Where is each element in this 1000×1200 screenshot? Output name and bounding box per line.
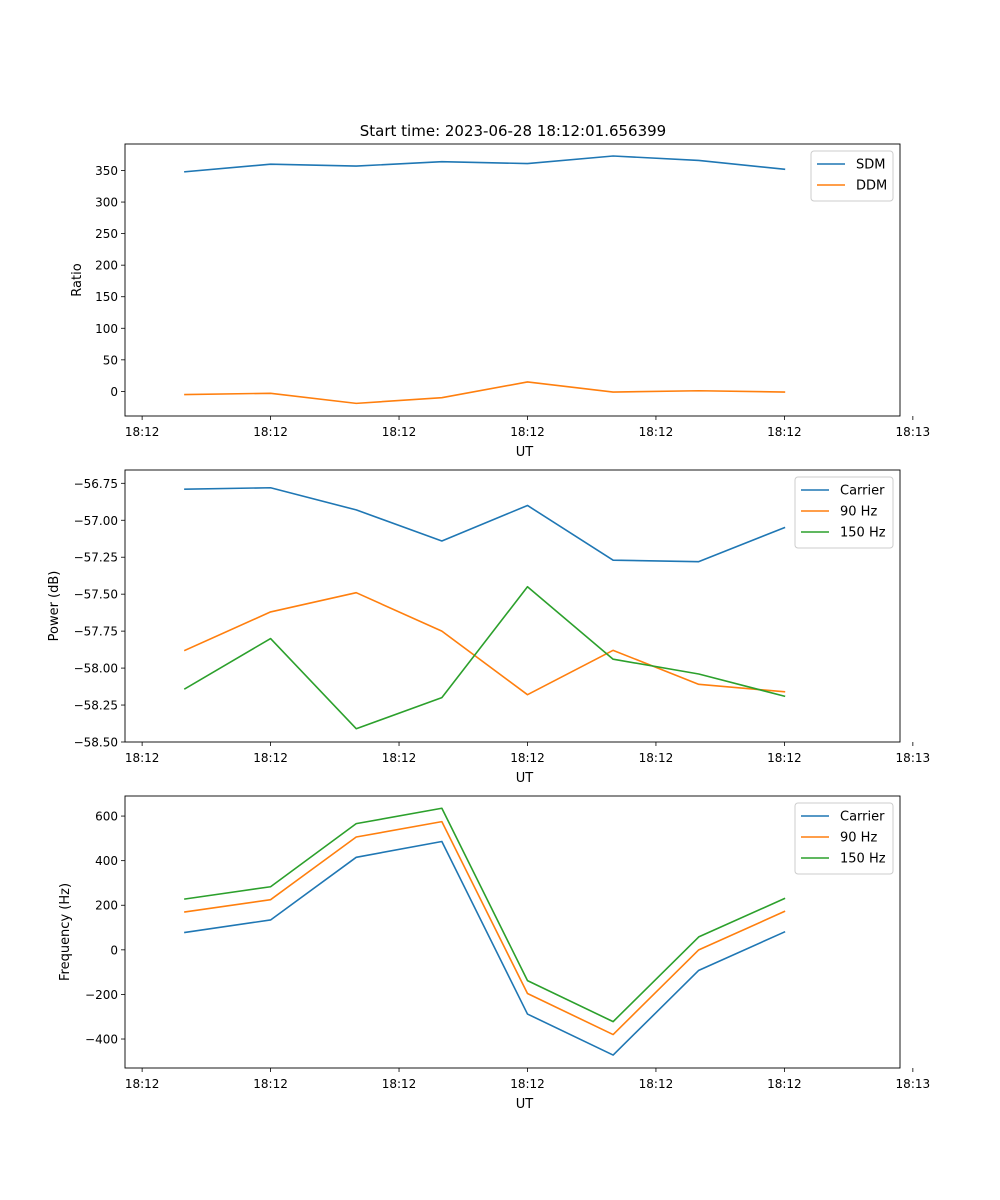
y-tick-label: 50 [103, 353, 118, 367]
legend-label: Carrier [840, 484, 885, 499]
x-axis-label: UT [516, 445, 534, 460]
y-axis-label: Ratio [70, 263, 85, 296]
legend-frame [794, 802, 894, 875]
legend-label: 150 Hz [840, 852, 886, 867]
y-tick-label: −58.00 [74, 662, 118, 676]
y-tick-label: 100 [95, 322, 118, 336]
x-tick-label: 18:12 [253, 1077, 288, 1091]
x-tick-label: 18:12 [382, 425, 417, 439]
y-axis-label: Power (dB) [47, 571, 62, 642]
y-tick-label: −200 [85, 988, 118, 1002]
y-tick-label: 0 [110, 943, 118, 957]
x-tick-label: 18:12 [253, 425, 288, 439]
series-line-carrier [184, 840, 786, 1056]
legend-label: SDM [856, 158, 885, 173]
y-tick-label: 250 [95, 227, 118, 241]
legend-label: 150 Hz [840, 526, 886, 541]
x-axis-label: UT [516, 771, 534, 786]
series-line-sdm [184, 155, 786, 173]
series-line-ddm [184, 381, 786, 405]
y-axis-label: Frequency (Hz) [58, 883, 73, 981]
x-tick-label: 18:13 [896, 425, 931, 439]
x-tick-label: 18:13 [896, 751, 931, 765]
x-tick-label: 18:12 [639, 425, 674, 439]
x-tick-label: 18:13 [896, 1077, 931, 1091]
y-tick-label: 400 [95, 854, 118, 868]
legend-label: 90 Hz [840, 505, 877, 520]
subplot-frequency: 18:12 18:12 18:12 18:12 18:12 18:12 18:13 UT −40… [58, 795, 931, 1112]
y-tick-label: −400 [85, 1033, 118, 1047]
axes-frame [124, 795, 901, 1069]
legend: Carrier 90 Hz 150 Hz [794, 802, 894, 875]
y-tick-label: 200 [95, 899, 118, 913]
y-tick-label: 150 [95, 290, 118, 304]
y-tick-label: −56.75 [74, 477, 118, 491]
y-tick-label: 0 [110, 385, 118, 399]
x-tick-label: 18:12 [125, 425, 160, 439]
legend: Carrier 90 Hz 150 Hz [794, 476, 894, 549]
x-tick-label: 18:12 [382, 751, 417, 765]
x-tick-label: 18:12 [510, 1077, 545, 1091]
x-tick-label: 18:12 [767, 751, 802, 765]
subplot-power: 18:12 18:12 18:12 18:12 18:12 18:12 18:13 UT −58… [47, 469, 931, 786]
y-tick-label: −58.50 [74, 736, 118, 750]
x-tick-label: 18:12 [510, 751, 545, 765]
y-tick-label: 600 [95, 810, 118, 824]
x-tick-label: 18:12 [125, 751, 160, 765]
y-tick-label: −57.75 [74, 625, 118, 639]
x-tick-label: 18:12 [253, 751, 288, 765]
legend-frame [794, 476, 894, 549]
series-line-carrier [184, 486, 786, 563]
y-tick-label: 300 [95, 196, 118, 210]
legend: SDM DDM [810, 150, 894, 202]
x-axis-label: UT [516, 1097, 534, 1112]
series-line-90-hz [184, 820, 786, 1036]
axes-frame [124, 469, 901, 743]
x-tick-label: 18:12 [639, 751, 674, 765]
x-tick-label: 18:12 [125, 1077, 160, 1091]
x-tick-label: 18:12 [767, 425, 802, 439]
series-line-150-hz [183, 585, 786, 730]
y-tick-label: 350 [95, 164, 118, 178]
y-tick-label: −58.25 [74, 699, 118, 713]
subplot-ratio: 18:12 18:12 18:12 18:12 18:12 18:12 18:13 UT 0 50… [70, 143, 931, 460]
y-tick-label: 200 [95, 259, 118, 273]
series-line-90-hz [183, 591, 786, 696]
x-tick-label: 18:12 [767, 1077, 802, 1091]
legend-label: 90 Hz [840, 831, 877, 846]
legend-label: Carrier [840, 810, 885, 825]
series-line-150-hz [184, 807, 786, 1023]
y-tick-label: −57.50 [74, 588, 118, 602]
y-tick-label: −57.25 [74, 551, 118, 565]
figure-title: Start time: 2023-06-28 18:12:01.656399 [360, 122, 666, 140]
x-tick-label: 18:12 [639, 1077, 674, 1091]
x-tick-label: 18:12 [510, 425, 545, 439]
y-tick-label: −57.00 [74, 514, 118, 528]
x-tick-label: 18:12 [382, 1077, 417, 1091]
axes-frame [124, 143, 901, 417]
legend-label: DDM [856, 179, 887, 194]
